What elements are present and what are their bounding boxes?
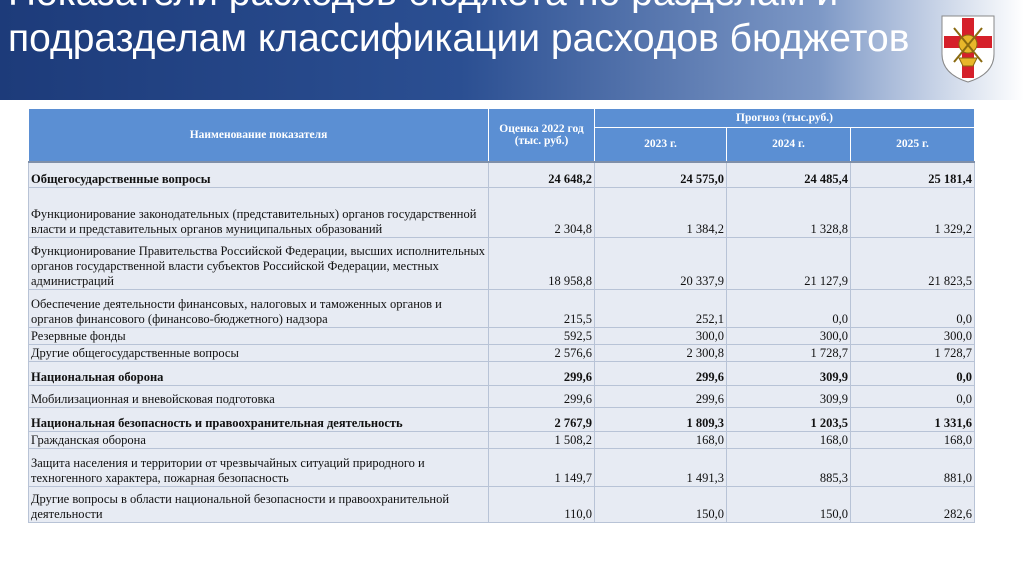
header-estimate-2022: Оценка 2022 год (тыс. руб.) <box>488 108 595 162</box>
cell-2022: 2 304,8 <box>488 187 595 238</box>
cell-2025: 168,0 <box>849 431 976 449</box>
cell-2022: 24 648,2 <box>488 160 595 188</box>
cell-2025: 300,0 <box>849 327 976 345</box>
cell-2025: 25 181,4 <box>849 160 976 188</box>
row-name: Общегосударственные вопросы <box>28 160 489 188</box>
header-year-2025: 2025 г. <box>849 127 976 162</box>
table-row: Национальная оборона 299,6 299,6 309,9 0… <box>28 361 976 386</box>
cell-2025: 1 728,7 <box>849 344 976 362</box>
cell-2023: 1 384,2 <box>594 187 727 238</box>
cell-2024: 885,3 <box>726 448 851 487</box>
header-forecast: Прогноз (тыс.руб.) <box>593 108 976 128</box>
cell-2024: 24 485,4 <box>726 160 851 188</box>
cell-2023: 1 809,3 <box>594 407 727 432</box>
cell-2025: 0,0 <box>849 385 976 408</box>
cell-2023: 168,0 <box>594 431 727 449</box>
table-row: Гражданская оборона 1 508,2 168,0 168,0 … <box>28 431 976 449</box>
cell-2024: 1 203,5 <box>726 407 851 432</box>
coat-of-arms-icon <box>941 15 995 83</box>
cell-2025: 21 823,5 <box>849 237 976 290</box>
cell-2022: 2 767,9 <box>488 407 595 432</box>
cell-2024: 309,9 <box>726 361 851 386</box>
cell-2024: 1 728,7 <box>726 344 851 362</box>
cell-2023: 20 337,9 <box>594 237 727 290</box>
cell-2024: 150,0 <box>726 486 851 523</box>
budget-table-container: Наименование показателя Оценка 2022 год … <box>28 108 976 523</box>
cell-2024: 300,0 <box>726 327 851 345</box>
table-row: Функционирование законодательных (предст… <box>28 187 976 238</box>
header-name: Наименование показателя <box>28 108 489 162</box>
cell-2024: 21 127,9 <box>726 237 851 290</box>
cell-2025: 1 329,2 <box>849 187 976 238</box>
table-row: Защита населения и территории от чрезвыч… <box>28 448 976 487</box>
cell-2025: 0,0 <box>849 361 976 386</box>
row-name: Гражданская оборона <box>28 431 489 449</box>
cell-2024: 1 328,8 <box>726 187 851 238</box>
row-name: Другие общегосударственные вопросы <box>28 344 489 362</box>
row-name: Мобилизационная и вневойсковая подготовк… <box>28 385 489 408</box>
table-row: Мобилизационная и вневойсковая подготовк… <box>28 385 976 408</box>
cell-2022: 592,5 <box>488 327 595 345</box>
cell-2025: 0,0 <box>849 289 976 328</box>
cell-2022: 1 508,2 <box>488 431 595 449</box>
cell-2022: 110,0 <box>488 486 595 523</box>
cell-2023: 2 300,8 <box>594 344 727 362</box>
row-name: Обеспечение деятельности финансовых, нал… <box>28 289 489 328</box>
table-row: Общегосударственные вопросы 24 648,2 24 … <box>28 160 976 188</box>
slide-header: Показатели расходов бюджета по разделам … <box>0 0 1024 100</box>
table-row: Резервные фонды 592,5 300,0 300,0 300,0 <box>28 327 976 345</box>
cell-2022: 215,5 <box>488 289 595 328</box>
cell-2023: 24 575,0 <box>594 160 727 188</box>
cell-2025: 282,6 <box>849 486 976 523</box>
cell-2022: 18 958,8 <box>488 237 595 290</box>
cell-2023: 300,0 <box>594 327 727 345</box>
row-name: Функционирование Правительства Российско… <box>28 237 489 290</box>
table-row: Функционирование Правительства Российско… <box>28 237 976 290</box>
cell-2022: 299,6 <box>488 361 595 386</box>
header-year-2024: 2024 г. <box>726 127 851 162</box>
cell-2024: 309,9 <box>726 385 851 408</box>
cell-2023: 299,6 <box>594 361 727 386</box>
cell-2023: 252,1 <box>594 289 727 328</box>
row-name: Другие вопросы в области национальной бе… <box>28 486 489 523</box>
cell-2023: 299,6 <box>594 385 727 408</box>
cell-2023: 150,0 <box>594 486 727 523</box>
row-name: Национальная безопасность и правоохранит… <box>28 407 489 432</box>
page-title: Показатели расходов бюджета по разделам … <box>8 0 910 60</box>
cell-2024: 168,0 <box>726 431 851 449</box>
cell-2024: 0,0 <box>726 289 851 328</box>
budget-table: Наименование показателя Оценка 2022 год … <box>28 108 976 523</box>
row-name: Национальная оборона <box>28 361 489 386</box>
table-row: Другие вопросы в области национальной бе… <box>28 486 976 523</box>
table-row: Обеспечение деятельности финансовых, нал… <box>28 289 976 328</box>
cell-2022: 2 576,6 <box>488 344 595 362</box>
table-row: Другие общегосударственные вопросы 2 576… <box>28 344 976 362</box>
cell-2025: 1 331,6 <box>849 407 976 432</box>
cell-2023: 1 491,3 <box>594 448 727 487</box>
cell-2022: 1 149,7 <box>488 448 595 487</box>
row-name: Резервные фонды <box>28 327 489 345</box>
header-year-2023: 2023 г. <box>594 127 727 162</box>
cell-2025: 881,0 <box>849 448 976 487</box>
cell-2022: 299,6 <box>488 385 595 408</box>
row-name: Защита населения и территории от чрезвыч… <box>28 448 489 487</box>
table-row: Национальная безопасность и правоохранит… <box>28 407 976 432</box>
row-name: Функционирование законодательных (предст… <box>28 187 489 238</box>
